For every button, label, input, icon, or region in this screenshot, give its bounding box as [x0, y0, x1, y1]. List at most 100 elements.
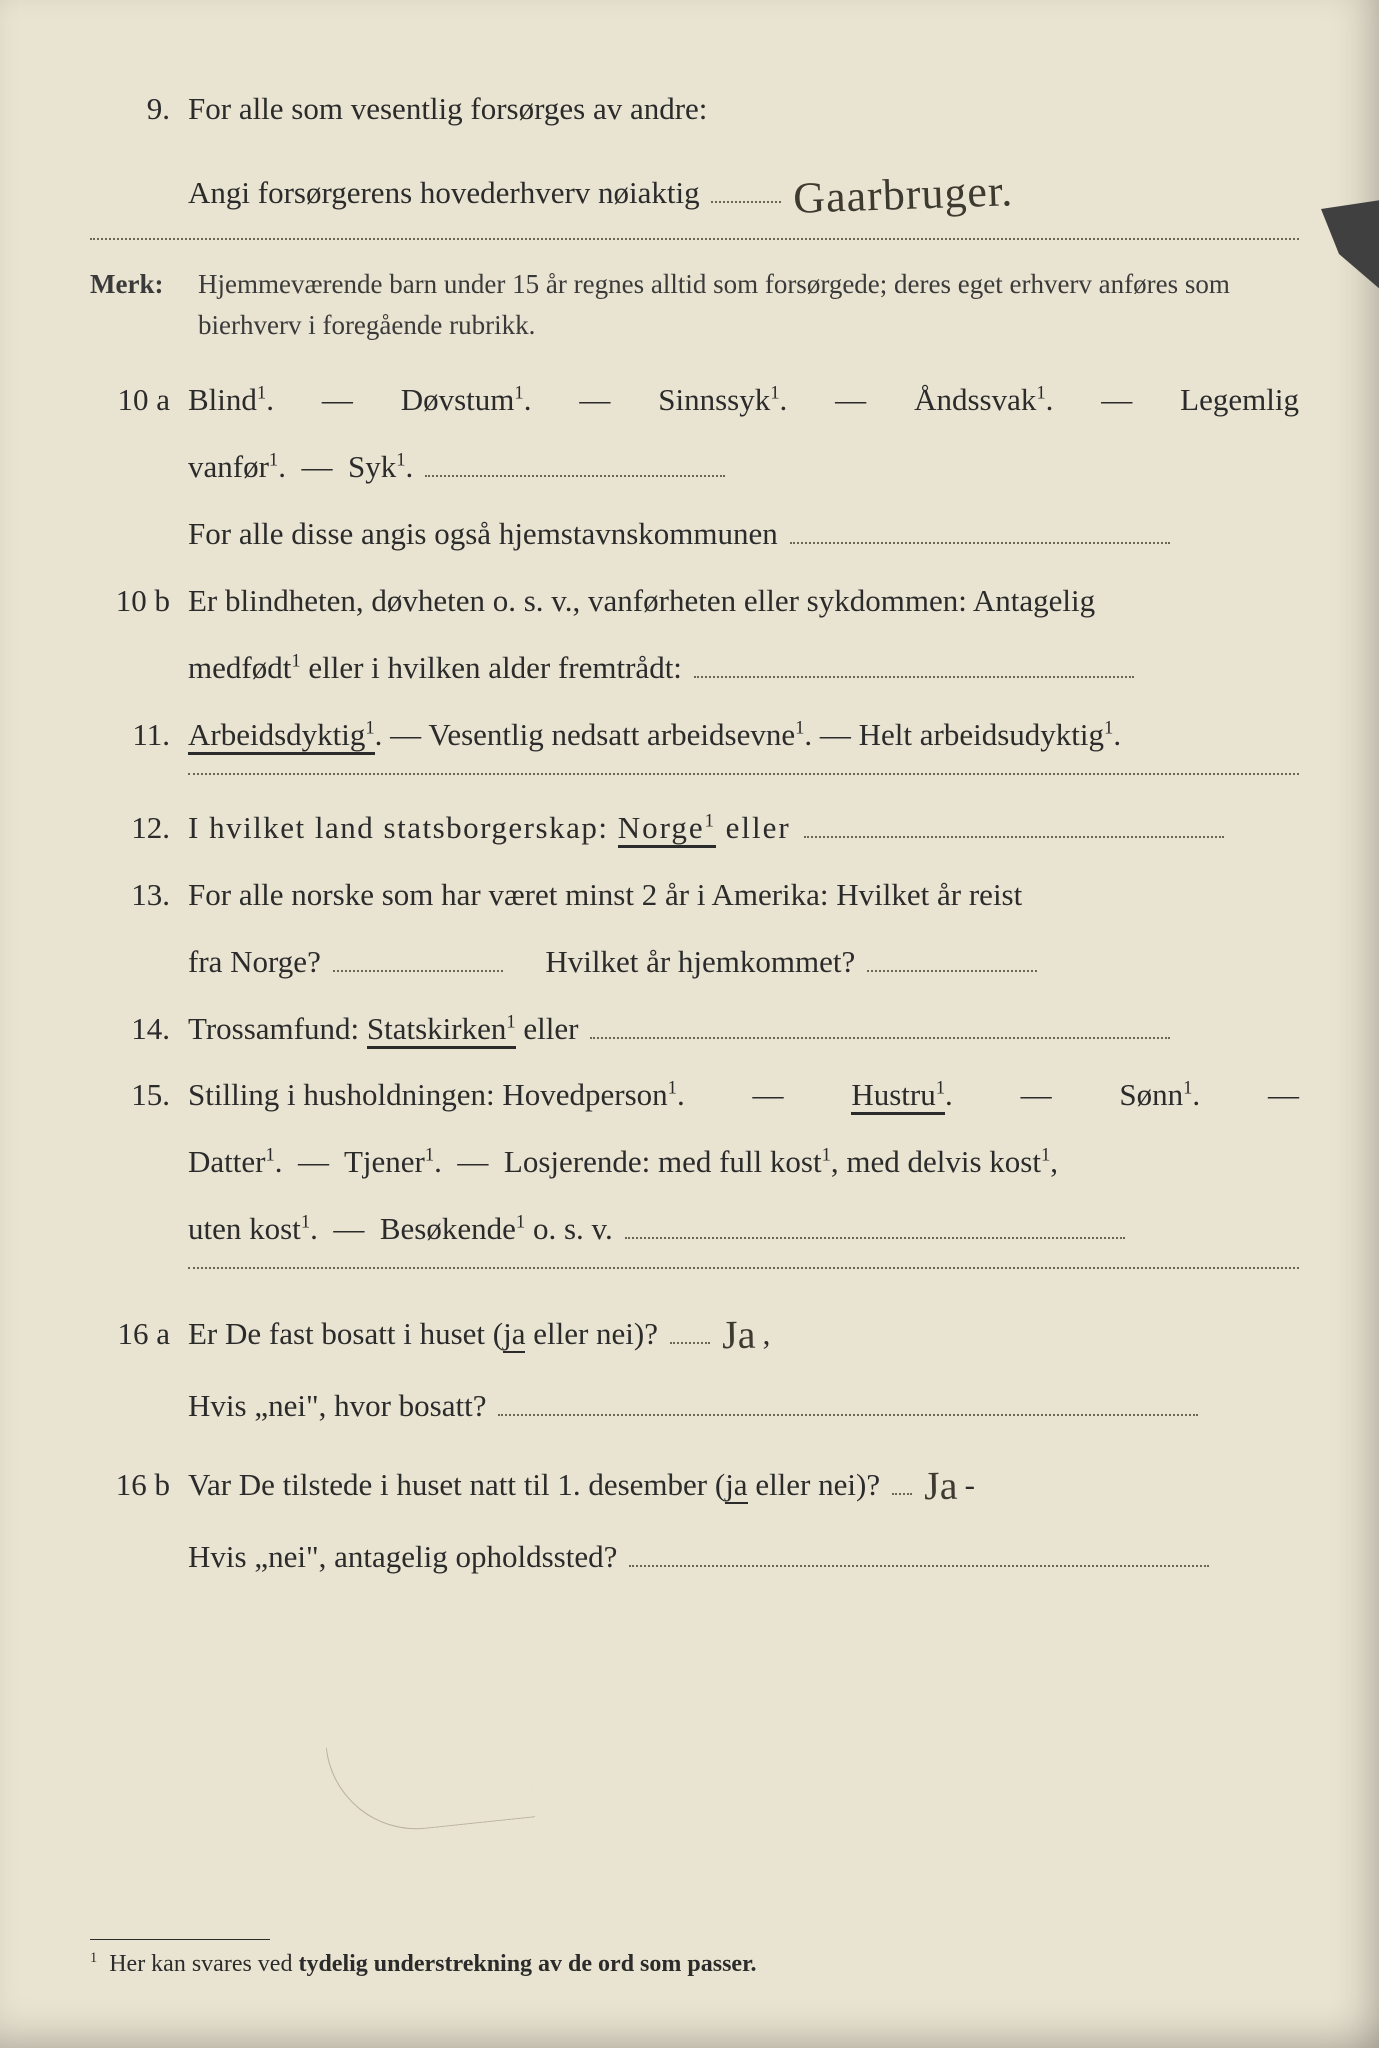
- q15-osv: o. s. v.: [533, 1211, 613, 1246]
- q15-number: 15.: [90, 1066, 188, 1125]
- q10a-syk: Syk: [348, 449, 396, 484]
- merk-label: Merk:: [90, 264, 198, 345]
- q16b-fill1: [892, 1462, 912, 1495]
- q10a-body1: Blind1. — Døvstum1. — Sinnssyk1. — Åndss…: [188, 371, 1299, 430]
- q16b-ja-underlined: ja: [725, 1467, 747, 1504]
- q16b-row2: Hvis „nei", antagelig opholdssted?: [90, 1528, 1299, 1587]
- q15-utenkost: uten kost: [188, 1211, 301, 1246]
- footnote-marker: 1: [90, 1950, 97, 1966]
- q16a-row2: Hvis „nei", hvor bosatt?: [90, 1377, 1299, 1436]
- sep-after-q15: [188, 1267, 1299, 1269]
- q12-number: 12.: [90, 799, 188, 858]
- q15-losjerende: Losjerende: med full kost: [504, 1144, 822, 1179]
- q10a-hjemstavn: For alle disse angis også hjemstavnskomm…: [188, 516, 778, 551]
- q13-hjemkommet: Hvilket år hjemkommet?: [545, 944, 855, 979]
- q10b-number: 10 b: [90, 572, 188, 631]
- q16b-tail: -: [965, 1467, 975, 1502]
- q11-row: 11. Arbeidsdyktig1. — Vesentlig nedsatt …: [90, 706, 1299, 765]
- footnote-rule: [90, 1939, 270, 1940]
- q13-franorge: fra Norge?: [188, 944, 321, 979]
- q15-row1: 15. Stilling i husholdningen: Hovedperso…: [90, 1066, 1299, 1125]
- q16a-number: 16 a: [90, 1305, 188, 1364]
- q14-row: 14. Trossamfund: Statskirken1 eller: [90, 1000, 1299, 1059]
- footnote-a: Her kan svares ved: [109, 1951, 298, 1977]
- q11-number: 11.: [90, 706, 188, 765]
- q13-fill1: [333, 939, 503, 972]
- q10a-andssvak: Åndssvak: [914, 382, 1036, 417]
- q15-besokende: Besøkende: [380, 1211, 516, 1246]
- q14-prefix: Trossamfund:: [188, 1011, 367, 1046]
- q10a-sinnssyk: Sinnssyk: [658, 382, 770, 417]
- footnote-block: 1 Her kan svares ved tydelig understrekn…: [90, 1939, 1289, 1978]
- q15-datter: Datter: [188, 1144, 265, 1179]
- q16b-handwritten-answer: Ja: [923, 1448, 958, 1525]
- q15-delvis: , med delvis kost: [831, 1144, 1041, 1179]
- merk-text: Hjemmeværende barn under 15 år regnes al…: [198, 264, 1299, 345]
- q15-lead: Stilling i husholdningen:: [188, 1077, 502, 1112]
- q9-handwritten-answer: Gaarbruger.: [792, 149, 1015, 240]
- q10b-line1: Er blindheten, døvheten o. s. v., vanfør…: [188, 572, 1299, 631]
- q10a-vanfor: vanfør: [188, 449, 269, 484]
- q9-line2-text: Angi forsørgerens hovederhverv nøiaktig: [188, 175, 700, 210]
- q10b-medfodt: medfødt: [188, 650, 291, 685]
- q9-number: 9.: [90, 80, 188, 139]
- q9-fill-dots: [711, 170, 781, 203]
- q12-row: 12. I hvilket land statsborgerskap: Norg…: [90, 799, 1299, 858]
- q16a-q: Er De fast bosatt i huset (: [188, 1316, 503, 1351]
- q10a-number: 10 a: [90, 371, 188, 430]
- q15-row2: Datter1. — Tjener1. — Losjerende: med fu…: [90, 1133, 1299, 1192]
- q16a-rest: eller nei)?: [525, 1316, 658, 1351]
- q9-line2-body: Angi forsørgerens hovederhverv nøiaktig …: [188, 147, 1299, 231]
- q15-hovedperson: Hovedperson: [502, 1077, 667, 1112]
- q16b-q: Var De tilstede i huset natt til 1. dese…: [188, 1467, 725, 1502]
- q16b-fill2: [629, 1534, 1209, 1567]
- q12-fill: [804, 805, 1224, 838]
- q11-udyktig: Helt arbeidsudyktig: [859, 717, 1104, 752]
- q16a-comma: ,: [763, 1316, 771, 1351]
- q9-row2: Angi forsørgerens hovederhverv nøiaktig …: [90, 147, 1299, 231]
- q13-row1: 13. For alle norske som har været minst …: [90, 866, 1299, 925]
- q16b-hvis-nei: Hvis „nei", antagelig opholdssted?: [188, 1539, 617, 1574]
- q12-norge-underlined: Norge1: [618, 810, 716, 848]
- q10a-legemlig: Legemlig: [1180, 382, 1299, 417]
- sep-after-q11: [188, 773, 1299, 775]
- torn-corner: [1321, 200, 1379, 290]
- q12-eller: eller: [726, 810, 791, 845]
- q10a-fill1: [425, 444, 725, 477]
- q15-tjener: Tjener: [344, 1144, 425, 1179]
- q11-arbeidsdyktig-underlined: Arbeidsdyktig1: [188, 717, 375, 755]
- q16b-number: 16 b: [90, 1456, 188, 1515]
- census-form-page: 9. For alle som vesentlig forsørges av a…: [0, 0, 1379, 2048]
- q14-number: 14.: [90, 1000, 188, 1059]
- q10a-row2: vanfør1. — Syk1.: [90, 438, 1299, 497]
- q15-sonn: Sønn: [1119, 1077, 1183, 1112]
- stray-pencil-curve: [326, 1727, 535, 1839]
- q14-fill: [590, 1006, 1170, 1039]
- q16b-row1: 16 b Var De tilstede i huset natt til 1.…: [90, 1444, 1299, 1520]
- q10b-alder: eller i hvilken alder fremtrådt:: [308, 650, 682, 685]
- merk-row: Merk: Hjemmeværende barn under 15 år reg…: [90, 264, 1299, 345]
- q14-statskirken-underlined: Statskirken1: [367, 1011, 516, 1049]
- q13-fill2: [867, 939, 1037, 972]
- sep-after-q9: [90, 238, 1299, 240]
- q9-row1: 9. For alle som vesentlig forsørges av a…: [90, 80, 1299, 139]
- q11-nedsatt: Vesentlig nedsatt arbeidsevne: [428, 717, 795, 752]
- q10b-row2: medfødt1 eller i hvilken alder fremtrådt…: [90, 639, 1299, 698]
- q10b-fill: [694, 645, 1134, 678]
- q9-line1: For alle som vesentlig forsørges av andr…: [188, 80, 1299, 139]
- q16a-handwritten-answer: Ja: [721, 1297, 756, 1374]
- q16a-row1: 16 a Er De fast bosatt i huset (ja eller…: [90, 1293, 1299, 1369]
- q14-eller: eller: [523, 1011, 578, 1046]
- q10a-fill2: [790, 511, 1170, 544]
- q16a-ja-underlined: ja: [503, 1316, 525, 1353]
- footnote-text: 1 Her kan svares ved tydelig understrekn…: [90, 1950, 1289, 1978]
- q15-fill: [625, 1206, 1125, 1239]
- q16a-fill2: [498, 1383, 1198, 1416]
- q15-hustru-underlined: Hustru1: [851, 1077, 945, 1115]
- q12-prefix: I hvilket land statsborgerskap:: [188, 810, 618, 845]
- q10a-row1: 10 a Blind1. — Døvstum1. — Sinnssyk1. — …: [90, 371, 1299, 430]
- q16a-hvis-nei: Hvis „nei", hvor bosatt?: [188, 1388, 486, 1423]
- q10a-row3: For alle disse angis også hjemstavnskomm…: [90, 505, 1299, 564]
- q13-line1: For alle norske som har været minst 2 år…: [188, 866, 1299, 925]
- q13-number: 13.: [90, 866, 188, 925]
